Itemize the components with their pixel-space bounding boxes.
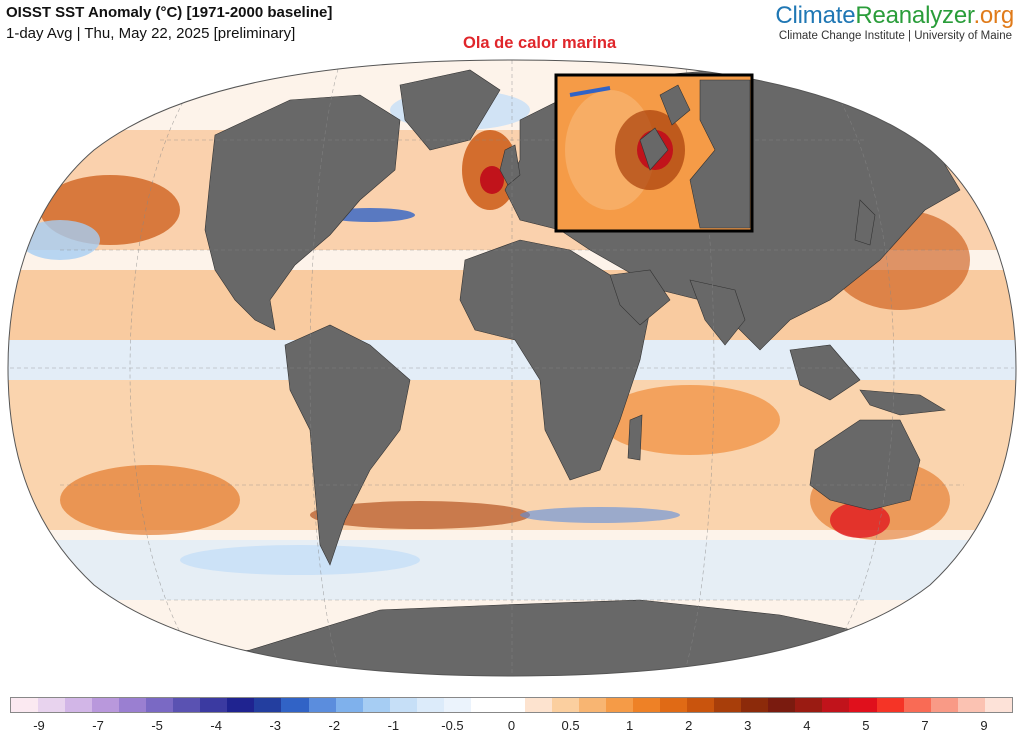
colorbar-tick-label: 1 bbox=[626, 718, 634, 733]
ocean-anomaly-field bbox=[8, 60, 1016, 676]
colorbar-tick-label: -2 bbox=[328, 718, 341, 733]
colorbar-segment bbox=[389, 698, 417, 712]
colorbar-segment bbox=[714, 698, 742, 712]
colorbar-segment bbox=[119, 698, 147, 712]
colorbar-segment bbox=[146, 698, 174, 712]
colorbar-segment bbox=[578, 698, 607, 712]
colorbar-segment bbox=[768, 698, 796, 712]
colorbar-tick-label: 4 bbox=[803, 718, 811, 733]
colorbar-segment bbox=[849, 698, 877, 712]
marine-heatwave-annotation: Ola de calor marina bbox=[463, 34, 617, 52]
colorbar-segment bbox=[795, 698, 823, 712]
brand-part-1: Climate bbox=[775, 2, 856, 29]
colorbar-segment bbox=[308, 698, 336, 712]
colorbar-segment bbox=[416, 698, 444, 712]
colorbar-segment bbox=[633, 698, 661, 712]
colorbar-ticks: -9 -7 -5 -4 -3 -2 -1 -0.5 0 0.5 1 2 3 4 5 7 9 bbox=[10, 718, 1013, 736]
colorbar-segment bbox=[443, 698, 471, 712]
colorbar-segment bbox=[497, 698, 525, 712]
colorbar-tick-label: -7 bbox=[92, 718, 104, 733]
inset-zoom-box bbox=[554, 73, 754, 233]
colorbar-segment bbox=[335, 698, 363, 712]
brand-part-3: .org bbox=[973, 2, 1014, 29]
brand-logo[interactable]: ClimateReanalyzer.org bbox=[775, 2, 1014, 30]
colorbar-segment bbox=[38, 698, 66, 712]
colorbar-tick-label: 9 bbox=[980, 718, 988, 733]
colorbar-segment bbox=[551, 698, 579, 712]
colorbar-tick-label: 0 bbox=[507, 718, 516, 733]
colorbar-tick-label: -5 bbox=[151, 718, 163, 733]
colorbar-segment bbox=[470, 698, 498, 712]
colorbar-tick-label: -9 bbox=[33, 718, 45, 733]
colorbar-segment bbox=[65, 698, 93, 712]
chart-title: OISST SST Anomaly (°C) [1971-2000 baseli… bbox=[6, 4, 333, 21]
colorbar-segment bbox=[741, 698, 769, 712]
colorbar-segment bbox=[930, 698, 958, 712]
colorbar-segment bbox=[822, 698, 850, 712]
colorbar-tick-label: 7 bbox=[921, 718, 929, 733]
colorbar-segment bbox=[227, 698, 255, 712]
colorbar-tick-label: 0.5 bbox=[561, 718, 580, 733]
chart-subtitle: 1-day Avg | Thu, May 22, 2025 [prelimina… bbox=[6, 25, 296, 42]
colorbar-segment bbox=[957, 698, 985, 712]
colorbar-segment bbox=[200, 698, 228, 712]
colorbar-tick-label: -4 bbox=[210, 718, 222, 733]
colorbar-tick-label: 5 bbox=[862, 718, 870, 733]
colorbar-segment bbox=[903, 698, 931, 712]
colorbar-segment bbox=[254, 698, 282, 712]
colorbar-tick-label: 2 bbox=[685, 718, 693, 733]
colorbar-segment bbox=[984, 698, 1012, 712]
colorbar-segment bbox=[606, 698, 634, 712]
colorbar-segment bbox=[687, 698, 715, 712]
colorbar-segment bbox=[92, 698, 120, 712]
colorbar-segment bbox=[173, 698, 201, 712]
colorbar-segment bbox=[11, 698, 39, 712]
colorbar-segment bbox=[524, 698, 552, 712]
colorbar-tick-label: -0.5 bbox=[441, 718, 464, 733]
colorbar-tick-label: -3 bbox=[269, 718, 282, 733]
colorbar-tick-label: 3 bbox=[744, 718, 752, 733]
colorbar-segment bbox=[660, 698, 688, 712]
colorbar bbox=[10, 697, 1013, 713]
colorbar-segment bbox=[876, 698, 904, 712]
brand-subtitle: Climate Change Institute | University of… bbox=[778, 30, 1012, 42]
brand-part-2: Reanalyzer bbox=[855, 2, 974, 29]
colorbar-tick-label: -1 bbox=[387, 718, 400, 733]
colorbar-segment bbox=[362, 698, 390, 712]
colorbar-segment bbox=[281, 698, 309, 712]
